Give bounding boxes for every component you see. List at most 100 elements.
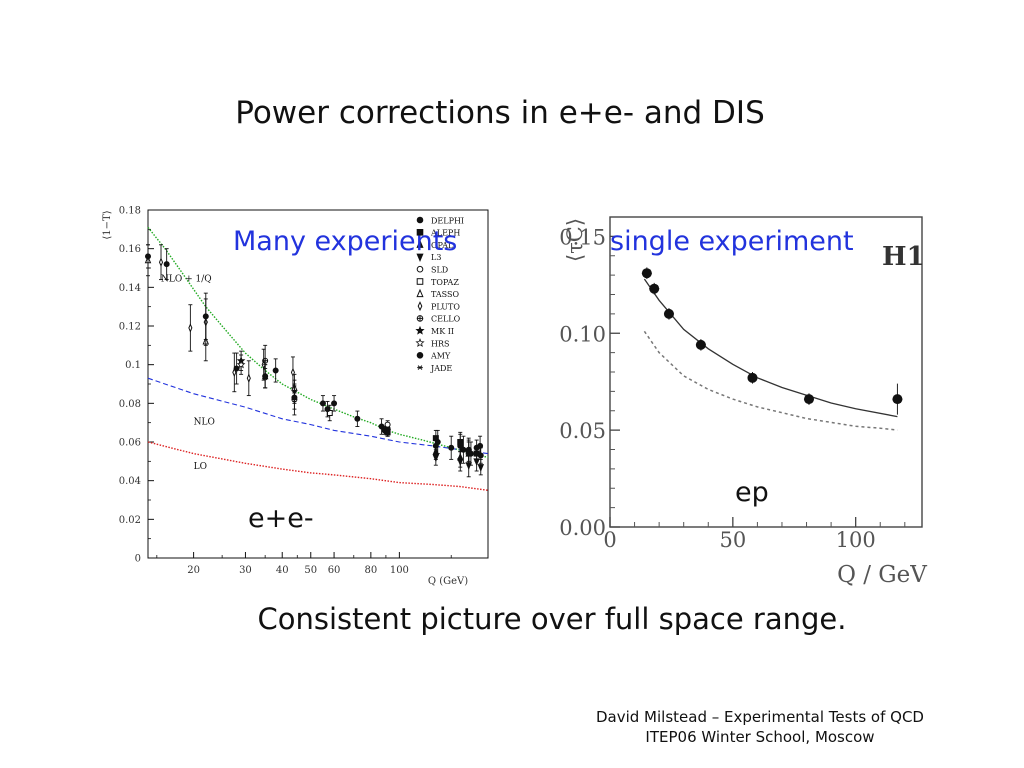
left-y-axis-label: ⟨1−T⟩ <box>102 210 113 239</box>
legend-marker-mk-ii <box>415 325 425 335</box>
left-curve-label: LO <box>194 462 207 472</box>
legend-label: TASSO <box>431 290 459 299</box>
slide-title: Power corrections in e+e- and DIS <box>235 95 765 131</box>
left-data-point <box>163 261 170 268</box>
legend-label: DELPHI <box>431 216 464 225</box>
left-y-tick-label: 0.1 <box>125 360 141 371</box>
left-y-tick-label: 0.12 <box>119 322 141 333</box>
left-data-point <box>354 415 361 422</box>
legend-marker-topaz <box>416 278 424 285</box>
legend-marker-opal <box>416 239 424 248</box>
right-y-tick-label: 0.10 <box>560 322 606 346</box>
legend-label: L3 <box>431 253 441 262</box>
right-plot-frame <box>609 216 923 528</box>
left-data-point <box>467 450 474 457</box>
left-curve-label: NLO + 1/Q <box>161 275 212 285</box>
right-chart-ep: 0.00 0.05 0.10 0.15 0 50 100 Q / GeV ⟨τC⟩ H1 <box>560 216 927 588</box>
left-data-point <box>473 458 480 467</box>
left-data-point <box>378 423 385 430</box>
left-x-tick-label: 50 <box>304 565 317 576</box>
right-data-point <box>695 339 706 350</box>
left-data-point-ring <box>262 357 269 364</box>
legend-label: HRS <box>431 339 449 348</box>
left-data-point <box>457 458 464 467</box>
left-x-tick-label: 40 <box>276 565 289 576</box>
right-data-point <box>649 283 660 294</box>
left-x-tick-label: 20 <box>187 565 200 576</box>
label-single-experiment: single experiment <box>610 226 854 257</box>
right-chart-title-h1: H1 <box>882 242 925 272</box>
left-y-tick-label: 0.04 <box>119 476 141 487</box>
left-data-point <box>457 439 464 445</box>
left-data-point <box>324 406 331 413</box>
left-x-tick-label: 100 <box>390 565 409 576</box>
left-series-l3 <box>384 428 485 478</box>
left-data-point <box>432 454 440 463</box>
right-curve-nlo <box>643 330 898 431</box>
legend-marker-l3 <box>416 253 424 262</box>
right-x-tick-label: 50 <box>719 528 746 552</box>
legend-label: MK II <box>431 327 454 336</box>
right-y-tick-label: 0.00 <box>560 516 606 540</box>
left-data-point <box>233 365 240 372</box>
left-chart-ee: 0 0.02 0.04 0.06 0.08 0.1 0.12 0.14 0.16 0.18 20 30… <box>102 206 489 587</box>
legend-marker-cello-ring <box>416 315 424 322</box>
legend-marker-sld <box>416 265 424 273</box>
conclusion-text: Consistent picture over full space range… <box>257 602 847 636</box>
legend-marker-cello <box>417 315 423 322</box>
left-data-point <box>202 313 209 320</box>
left-data-point <box>434 439 441 445</box>
left-series-unlabelled <box>145 244 484 466</box>
legend-label: AMY <box>430 352 451 361</box>
right-x-tick-label: 100 <box>836 528 876 552</box>
left-plot-frame <box>147 209 489 559</box>
legend-marker-amy <box>416 352 424 359</box>
legend-marker-tasso <box>416 288 424 298</box>
left-data-point <box>384 421 391 428</box>
label-eplus-eminus: e+e- <box>248 503 314 534</box>
footer-event: ITEP06 Winter School, Moscow <box>645 728 875 746</box>
left-data-point <box>448 444 455 451</box>
right-y-axis-label: ⟨τC⟩ <box>563 218 587 262</box>
legend-marker-pluto <box>417 301 423 312</box>
left-y-tick-label: 0.02 <box>119 515 141 526</box>
label-ep: ep <box>735 477 769 508</box>
right-y-tick-label: 0.05 <box>560 419 606 443</box>
label-many-experiments: Many experients <box>233 226 458 257</box>
left-curve-nlo-1-q <box>147 226 489 459</box>
left-data-point <box>145 253 151 260</box>
left-series-hrs <box>236 354 246 375</box>
right-data-point <box>747 372 758 383</box>
left-y-tick-label: 0.06 <box>119 438 141 449</box>
legend-marker-delphi <box>416 216 424 224</box>
left-data-point <box>291 394 298 401</box>
left-data-point <box>272 367 279 374</box>
left-data-point <box>477 442 484 449</box>
legend-label: SLD <box>431 266 448 275</box>
left-data-point <box>188 323 193 333</box>
left-data-point <box>331 400 338 407</box>
right-y-tick-label: 0.15 <box>560 225 606 249</box>
left-x-axis-label: Q (GeV) <box>428 576 468 587</box>
right-data-point <box>641 268 652 279</box>
left-series-amy <box>319 395 338 418</box>
right-x-axis-label: Q / GeV <box>837 562 927 588</box>
left-data-point <box>465 462 472 471</box>
left-y-tick-label: 0 <box>135 554 141 565</box>
legend-label: JADE <box>430 364 452 373</box>
legend-label: CELLO <box>431 315 461 324</box>
left-data-point <box>158 257 164 267</box>
legend-label: ALEPH <box>430 229 460 238</box>
left-data-point <box>262 358 268 364</box>
left-curve-lo <box>147 441 489 491</box>
legend-marker-jade <box>417 365 423 370</box>
left-data-point <box>290 367 295 378</box>
right-data-point <box>892 394 903 405</box>
right-series-h1 <box>641 267 903 415</box>
legend-label: TOPAZ <box>431 278 459 287</box>
left-y-tick-label: 0.16 <box>119 244 141 255</box>
right-x-tick-label: 0 <box>603 528 616 552</box>
legend-marker-hrs <box>415 338 425 347</box>
left-series-sld <box>384 420 391 429</box>
left-y-tick-label: 0.18 <box>119 206 141 217</box>
